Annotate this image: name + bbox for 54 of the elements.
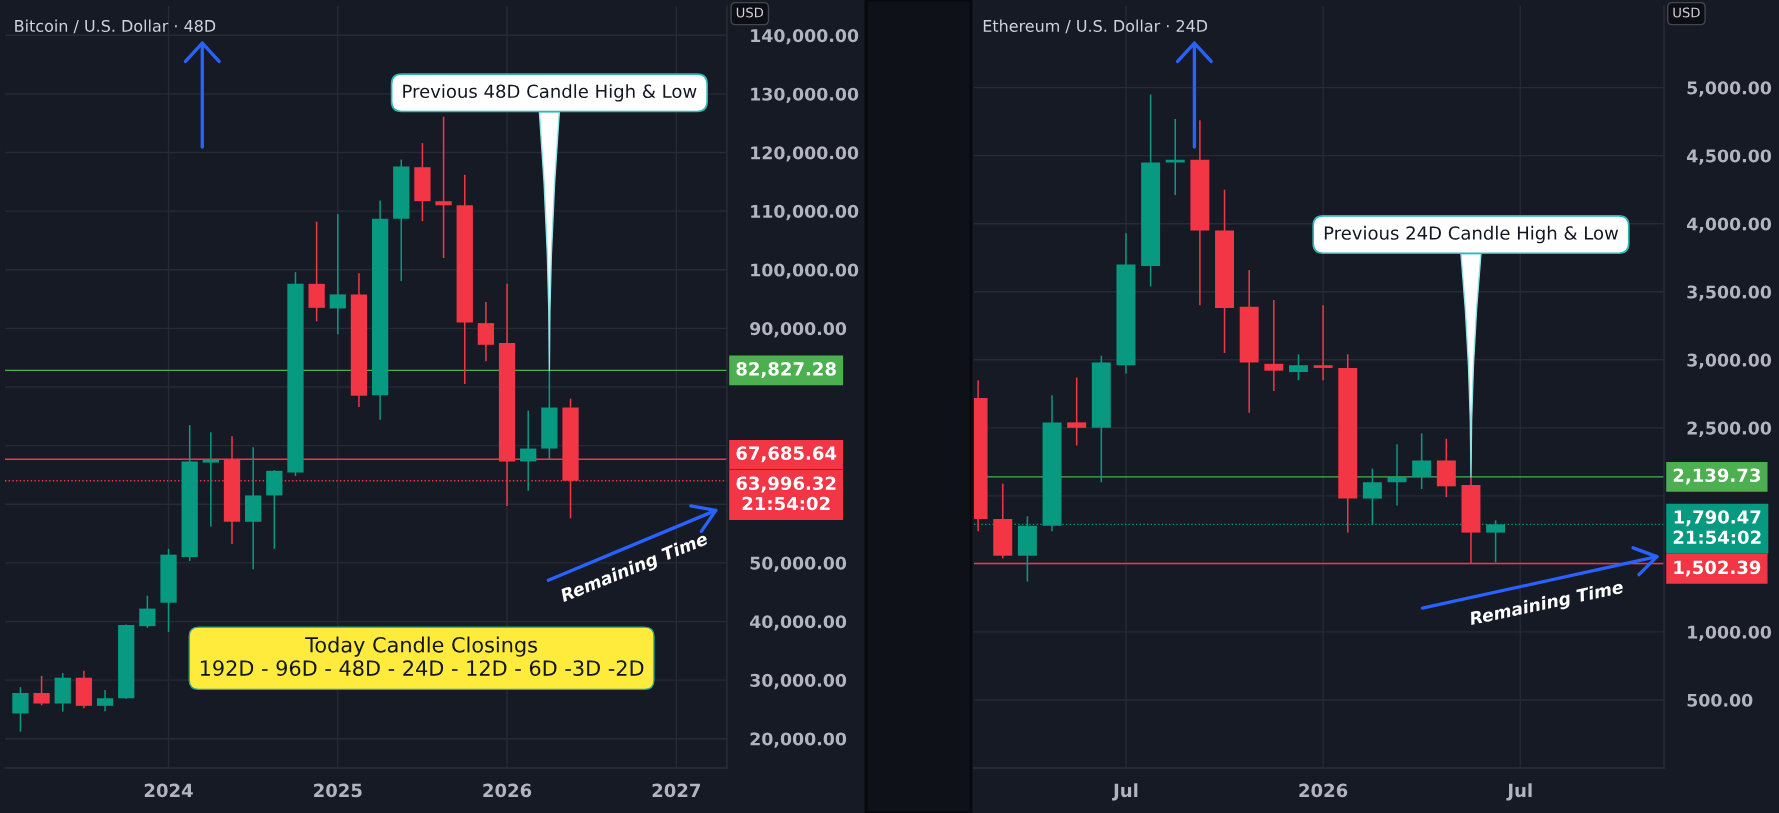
candlestick bbox=[202, 431, 219, 528]
candlestick bbox=[1067, 376, 1087, 447]
x-tick-label: 2024 bbox=[144, 783, 193, 798]
y-tick-label: 110,000.00 bbox=[751, 204, 859, 221]
ref-line-label: 82,827.28 bbox=[736, 362, 836, 378]
y-tick-label: 5,000.00 bbox=[1687, 81, 1772, 97]
candlestick bbox=[1412, 432, 1432, 490]
candlestick bbox=[12, 686, 29, 733]
text: USD bbox=[1673, 7, 1700, 18]
y-tick-label: 4,500.00 bbox=[1687, 149, 1772, 165]
annotation: Previous 24D Candle High & Low bbox=[1324, 225, 1619, 244]
candlestick bbox=[33, 675, 50, 707]
ref-line-label: 1,502.39 bbox=[1674, 560, 1761, 577]
candlestick bbox=[477, 301, 495, 362]
x-tick-label: 2026 bbox=[483, 783, 532, 798]
y-tick-label: 2,500.00 bbox=[1687, 421, 1772, 437]
candlestick bbox=[329, 213, 346, 336]
candlestick bbox=[96, 689, 114, 712]
candlestick bbox=[520, 409, 537, 492]
annotation: Previous 48D Candle High & Low bbox=[403, 84, 697, 102]
y-tick-label: 140,000.00 bbox=[751, 29, 859, 45]
candlestick bbox=[1313, 304, 1333, 381]
x-tick-label: 2026 bbox=[1299, 783, 1348, 798]
text: Bitcoin / U.S. Dollar · 48D bbox=[15, 19, 216, 34]
candlestick bbox=[435, 116, 452, 259]
x-tick-label: 2027 bbox=[652, 783, 700, 798]
text: USD bbox=[736, 7, 764, 18]
y-tick-label: 1,000.00 bbox=[1688, 625, 1772, 641]
candlestick bbox=[1264, 299, 1284, 392]
candlestick bbox=[1288, 353, 1308, 381]
x-tick-label: Jul bbox=[1112, 783, 1138, 801]
ref-line-label: 1,790.47 21:54:02 bbox=[1673, 510, 1761, 545]
y-tick-label: 40,000.00 bbox=[750, 615, 847, 631]
y-tick-label: 500.00 bbox=[1687, 693, 1753, 707]
candlestick bbox=[139, 594, 156, 629]
y-tick-label: 120,000.00 bbox=[751, 146, 859, 162]
annotation: Today Candle Closings 192D - 96D - 48D - 24D - 12D - 6D -3D -2D bbox=[200, 636, 644, 676]
ref-line-label: 2,139.73 bbox=[1673, 468, 1760, 485]
ref-line-label: 63,996.32 21:54:02 bbox=[736, 476, 836, 511]
x-tick-label: 2025 bbox=[314, 783, 362, 798]
y-tick-label: 3,500.00 bbox=[1687, 285, 1772, 301]
y-tick-label: 100,000.00 bbox=[751, 263, 859, 279]
y-tick-label: 130,000.00 bbox=[751, 87, 859, 103]
y-tick-label: 4,000.00 bbox=[1687, 217, 1772, 233]
y-tick-label: 90,000.00 bbox=[750, 322, 847, 338]
y-tick-label: 50,000.00 bbox=[750, 556, 847, 572]
candlestick bbox=[1387, 443, 1407, 507]
x-tick-label: Jul bbox=[1506, 783, 1532, 801]
candlestick bbox=[1486, 519, 1506, 564]
text: Ethereum / U.S. Dollar · 24D bbox=[983, 19, 1208, 34]
y-tick-label: 20,000.00 bbox=[750, 732, 847, 748]
ref-line-label: 67,685.64 bbox=[736, 446, 837, 463]
y-tick-label: 30,000.00 bbox=[750, 673, 847, 690]
y-tick-label: 3,000.00 bbox=[1687, 353, 1772, 369]
